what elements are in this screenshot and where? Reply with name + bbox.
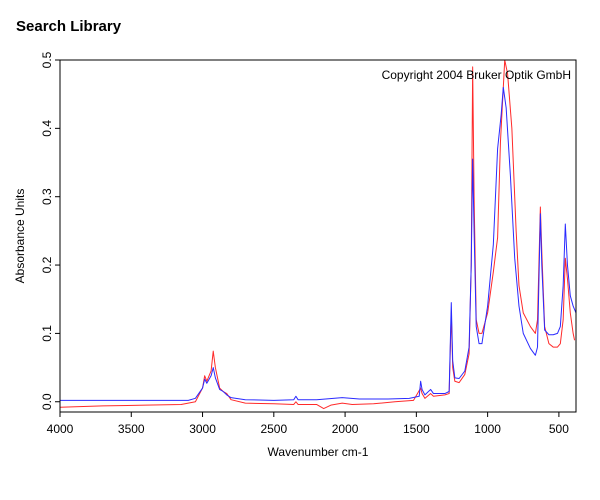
series-layer: [60, 59, 577, 410]
y-axis-title: Absorbance Units: [13, 189, 27, 284]
y-tick-label: 0.1: [40, 325, 54, 342]
x-tick-label: 1000: [474, 422, 501, 436]
x-tick-label: 3500: [118, 422, 145, 436]
y-tick-label: 0.5: [40, 51, 54, 68]
x-tick-label: 500: [549, 422, 569, 436]
x-tick-label: 3000: [189, 422, 216, 436]
x-axis: 4000 3500 3000 2500 2000 1500 1000 500: [47, 412, 569, 436]
x-tick-label: 2000: [332, 422, 359, 436]
x-axis-title: Wavenumber cm-1: [268, 445, 369, 459]
y-tick-label: 0.0: [40, 393, 54, 410]
plot-frame: [59, 59, 577, 413]
window-title: Search Library: [16, 18, 122, 35]
y-tick-label: 0.4: [40, 120, 54, 137]
x-tick-label: 2500: [260, 422, 287, 436]
spectrum-line-2: [60, 86, 577, 401]
y-tick-label: 0.3: [40, 188, 54, 205]
x-tick-label: 1500: [403, 422, 430, 436]
copyright-annotation: Copyright 2004 Bruker Optik GmbH: [382, 68, 571, 82]
y-tick-label: 0.2: [40, 256, 54, 273]
spectrum-line-1: [60, 59, 576, 410]
x-tick-label: 4000: [47, 422, 74, 436]
y-axis: 0.0 0.1 0.2 0.3 0.4 0.5: [40, 51, 60, 410]
